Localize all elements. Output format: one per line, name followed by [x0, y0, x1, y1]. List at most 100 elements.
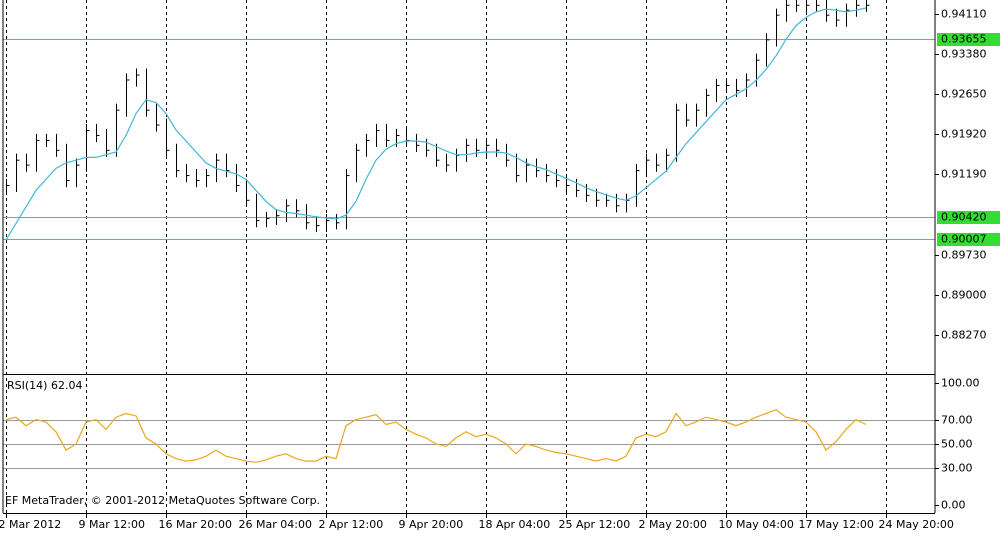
price-bar — [246, 178, 250, 207]
level-label: 0.90007 — [941, 233, 987, 246]
time-tick-label: 10 May 04:00 — [719, 518, 794, 531]
time-tick-label: 26 Mar 04:00 — [239, 518, 312, 531]
y-tick-label: 0.92650 — [941, 88, 987, 101]
level-tag — [937, 33, 1000, 46]
price-bar — [376, 123, 380, 148]
price-bar — [286, 199, 290, 223]
time-tick-label: 2 May 20:00 — [639, 518, 707, 531]
price-bar — [786, 0, 790, 22]
price-bar — [6, 178, 10, 193]
price-bar — [726, 78, 730, 93]
price-bar — [186, 164, 190, 183]
price-bar — [386, 123, 390, 148]
price-bar — [846, 3, 850, 27]
price-bar — [706, 88, 710, 117]
price-bar — [126, 73, 130, 117]
price-bar — [476, 138, 480, 157]
y-tick-label: 0.94110 — [941, 8, 987, 21]
level-label: 0.90420 — [941, 211, 987, 224]
price-bar — [696, 103, 700, 127]
price-bar — [746, 73, 750, 98]
rsi-title: RSI(14) 62.04 — [7, 379, 82, 392]
price-bar — [116, 103, 120, 157]
price-bar — [506, 143, 510, 167]
moving-average — [5, 7, 867, 241]
price-bar — [36, 133, 40, 172]
y-tick-label: 0.88270 — [941, 329, 987, 342]
price-bar — [26, 153, 30, 172]
price-bar — [806, 0, 810, 12]
price-bar — [256, 193, 260, 228]
price-bar — [96, 123, 100, 143]
time-tick-label: 17 May 12:00 — [799, 518, 874, 531]
y-tick-label: 0.89730 — [941, 249, 987, 262]
price-bar — [586, 183, 590, 202]
price-bar — [296, 199, 300, 218]
price-bar — [686, 103, 690, 127]
price-bar — [636, 164, 640, 207]
price-bar — [166, 118, 170, 157]
price-bar — [856, 0, 860, 17]
price-bar — [336, 214, 340, 230]
rsi-line — [5, 409, 867, 463]
price-bar — [536, 158, 540, 178]
time-tick-label: 16 Mar 20:00 — [159, 518, 232, 531]
price-bar — [576, 178, 580, 197]
price-bar — [136, 68, 140, 87]
price-panel — [3, 0, 935, 241]
price-bar — [486, 138, 490, 157]
level-label: 0.93655 — [941, 33, 987, 46]
price-bar — [76, 158, 80, 188]
price-bar — [16, 153, 20, 193]
price-bar — [616, 193, 620, 213]
price-bar — [156, 103, 160, 132]
price-bar — [766, 33, 770, 67]
price-bar — [646, 153, 650, 178]
y-tick-label: 0.89000 — [941, 289, 987, 302]
price-bar — [366, 133, 370, 157]
price-bar — [816, 0, 820, 12]
price-bar — [496, 138, 500, 157]
price-bar — [266, 211, 270, 228]
copyright: EF MetaTrader, © 2001-2012 MetaQuotes So… — [5, 494, 320, 507]
y-tick-label: 0.91920 — [941, 128, 987, 141]
price-bar — [676, 103, 680, 162]
price-bar — [606, 193, 610, 207]
price-bar — [556, 168, 560, 188]
time-tick-label: 25 Apr 12:00 — [559, 518, 631, 531]
price-bar — [56, 133, 60, 157]
price-bar — [146, 68, 150, 117]
price-bar — [666, 148, 670, 172]
y-tick-label: 50.00 — [941, 438, 973, 451]
price-bar — [796, 0, 800, 12]
time-tick-label: 18 Apr 04:00 — [479, 518, 551, 531]
price-bar — [236, 164, 240, 193]
price-bar — [446, 153, 450, 172]
rsi-panel — [3, 409, 935, 469]
price-bar — [836, 8, 840, 27]
price-bar — [106, 128, 110, 157]
price-bar — [546, 164, 550, 183]
price-bar — [226, 153, 230, 178]
price-bar — [86, 123, 90, 172]
y-tick-label: 0.00 — [941, 499, 966, 512]
level-tag — [937, 211, 1000, 224]
time-tick-label: 2 Apr 12:00 — [319, 518, 384, 531]
price-bar — [316, 216, 320, 233]
y-tick-label: 0.91190 — [941, 168, 987, 181]
price-bar — [46, 133, 50, 148]
price-bar — [66, 143, 70, 188]
level-tag — [937, 233, 1000, 246]
y-tick-label: 100.00 — [941, 377, 980, 390]
price-bar — [326, 214, 330, 233]
time-tick-label: 9 Mar 12:00 — [79, 518, 145, 531]
price-bar — [716, 78, 720, 102]
price-bar — [346, 168, 350, 230]
time-tick-label: 24 May 20:00 — [879, 518, 954, 531]
price-bar — [776, 8, 780, 47]
y-tick-label: 30.00 — [941, 462, 973, 475]
price-bar — [756, 53, 760, 87]
price-bar — [356, 143, 360, 183]
